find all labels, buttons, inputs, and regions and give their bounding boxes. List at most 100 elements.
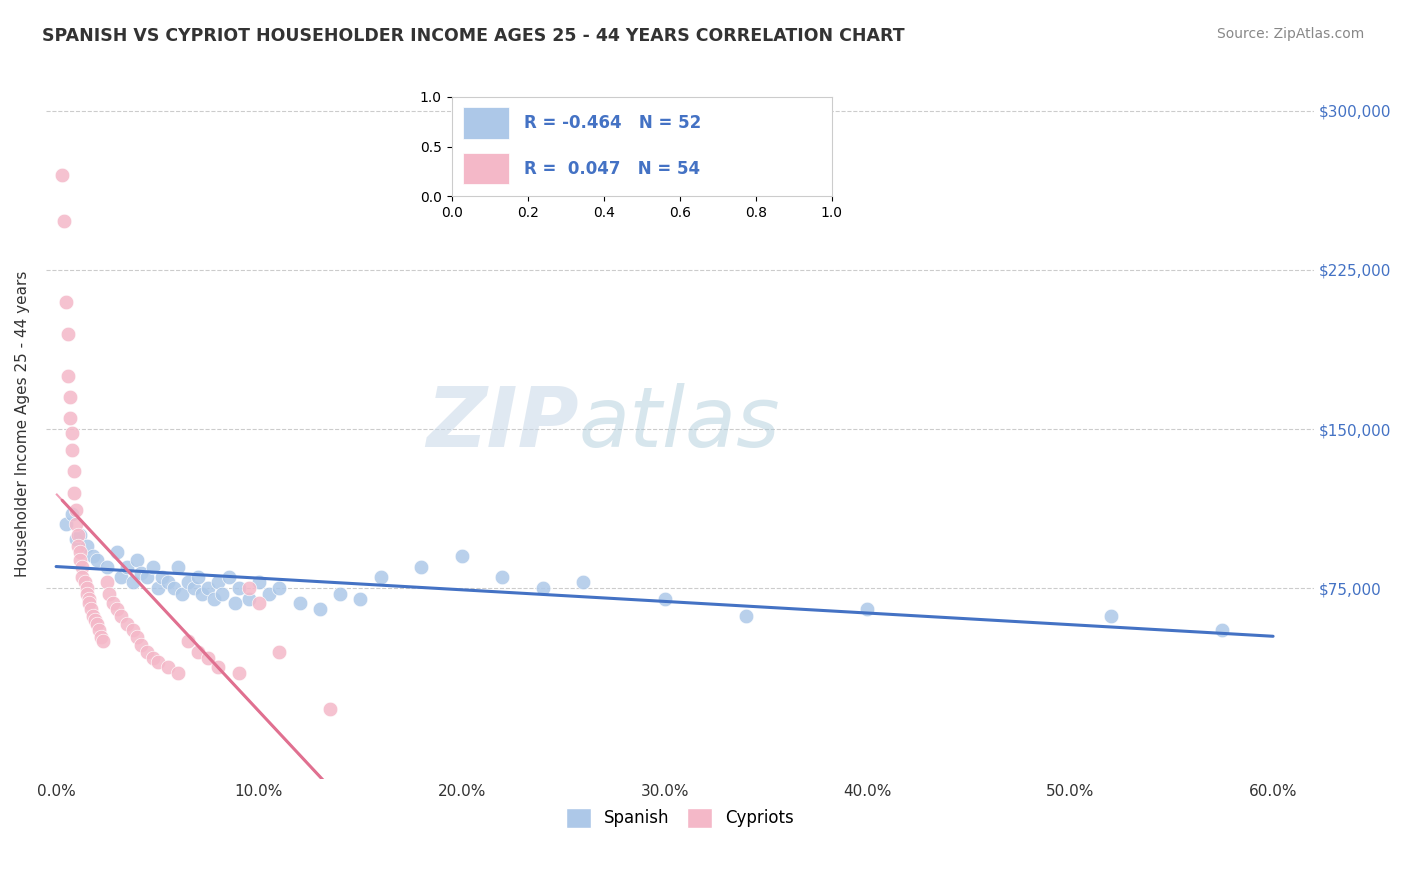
Point (166, 559, 188, 574)
Point (90, 630, 112, 644)
Point (87, 624, 110, 638)
Point (55, 517, 77, 532)
Point (82, 549, 104, 564)
Y-axis label: Householder Income Ages 25 - 44 years: Householder Income Ages 25 - 44 years (15, 270, 30, 577)
Point (136, 570, 159, 584)
Point (349, 591, 371, 606)
Point (856, 602, 879, 616)
Point (59, 390, 82, 404)
Point (73, 574, 96, 589)
Point (1211, 624, 1233, 638)
Text: Source: ZipAtlas.com: Source: ZipAtlas.com (1216, 27, 1364, 41)
Point (228, 665, 250, 680)
Point (163, 581, 186, 595)
Point (115, 559, 138, 574)
Point (183, 581, 205, 595)
Point (177, 574, 200, 589)
Point (170, 587, 193, 601)
Point (69, 528, 91, 542)
Legend: Spanish, Cypriots: Spanish, Cypriots (560, 801, 800, 835)
Point (65, 533, 87, 547)
Point (257, 587, 280, 601)
Point (238, 591, 260, 606)
Point (156, 574, 179, 589)
Point (129, 638, 152, 652)
Point (197, 581, 219, 595)
Point (142, 651, 165, 665)
Point (127, 630, 149, 644)
Point (122, 624, 145, 638)
Point (110, 608, 132, 623)
Point (177, 634, 200, 648)
Point (129, 566, 152, 581)
Point (105, 602, 128, 616)
Point (1099, 608, 1122, 623)
Point (77, 591, 100, 606)
Point (60, 507, 83, 521)
Point (76, 587, 98, 601)
Point (110, 570, 132, 584)
Point (101, 596, 124, 610)
Text: ZIP: ZIP (426, 384, 578, 464)
Point (63, 465, 86, 479)
Point (63, 485, 86, 500)
Point (59, 411, 82, 425)
Point (96, 559, 118, 574)
Point (60, 426, 83, 441)
Point (247, 596, 270, 610)
Point (187, 645, 209, 659)
Point (197, 651, 219, 665)
Point (51, 168, 73, 182)
Point (319, 702, 342, 716)
Point (654, 591, 676, 606)
Point (491, 570, 513, 584)
Point (96, 574, 118, 589)
Point (207, 574, 229, 589)
Point (224, 596, 246, 610)
Point (187, 570, 209, 584)
Point (79, 602, 101, 616)
Point (72, 570, 94, 584)
Point (105, 545, 128, 559)
Point (127, 553, 149, 567)
Point (76, 581, 98, 595)
Point (166, 665, 188, 680)
Point (146, 655, 169, 669)
Point (122, 574, 145, 589)
Point (136, 645, 159, 659)
Point (65, 517, 87, 532)
Point (269, 645, 291, 659)
Text: SPANISH VS CYPRIOT HOUSEHOLDER INCOME AGES 25 - 44 YEARS CORRELATION CHART: SPANISH VS CYPRIOT HOUSEHOLDER INCOME AG… (42, 27, 905, 45)
Point (91, 634, 114, 648)
Point (191, 587, 214, 601)
Point (58, 326, 80, 341)
Point (531, 581, 554, 595)
Point (69, 545, 91, 559)
Point (202, 591, 225, 606)
Point (77, 596, 100, 610)
Point (269, 581, 291, 595)
Point (247, 574, 270, 589)
Point (115, 617, 138, 632)
Point (142, 559, 165, 574)
Point (55, 294, 77, 309)
Point (211, 587, 233, 601)
Point (72, 559, 94, 574)
Point (65, 502, 87, 516)
Point (86, 553, 108, 567)
Point (734, 608, 756, 623)
Point (69, 553, 91, 567)
Point (156, 659, 179, 673)
Point (308, 602, 330, 616)
Point (58, 369, 80, 384)
Point (67, 539, 90, 553)
Point (228, 581, 250, 595)
Point (53, 214, 76, 228)
Point (67, 528, 90, 542)
Point (150, 570, 173, 584)
Point (411, 559, 433, 574)
Point (450, 549, 472, 564)
Point (76, 539, 98, 553)
Point (83, 613, 105, 627)
Point (82, 608, 104, 623)
